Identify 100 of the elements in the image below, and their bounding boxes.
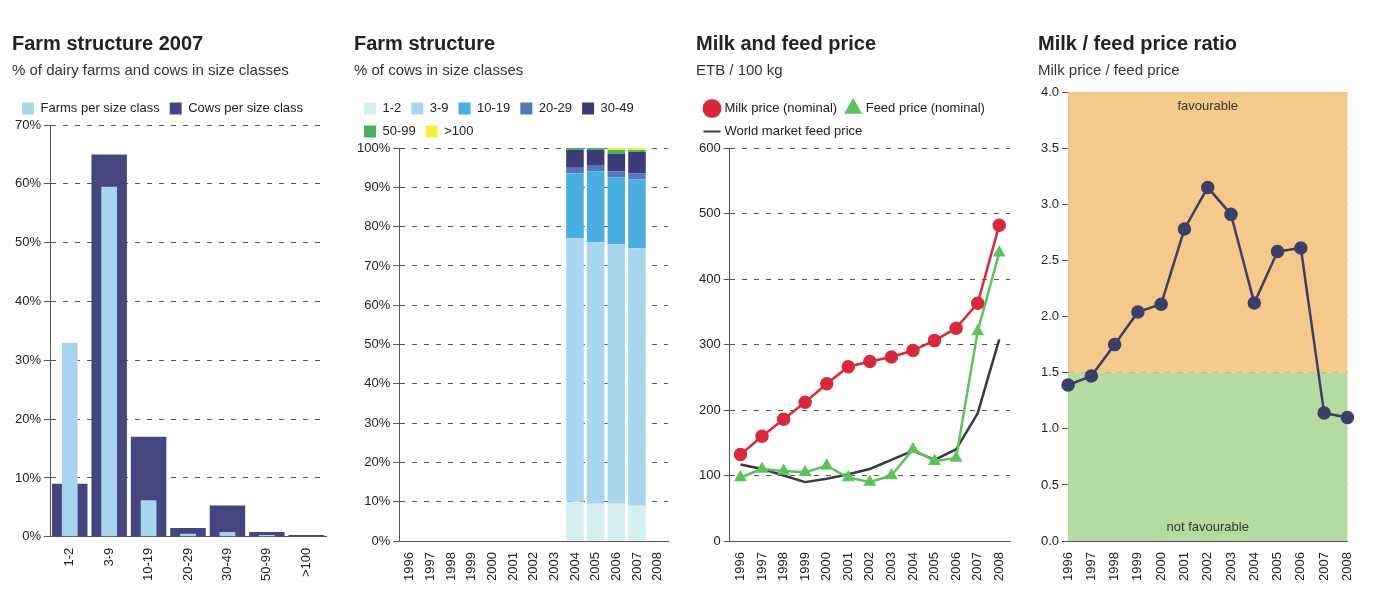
- bar: [170, 527, 206, 537]
- point: [1107, 337, 1122, 352]
- x-tick-label: 2003: [882, 552, 898, 581]
- point: [992, 218, 1006, 233]
- x-tick-label: 2005: [926, 552, 942, 581]
- chart-title: Milk / feed price ratio: [1038, 31, 1237, 54]
- bar: [586, 503, 605, 541]
- point: [1224, 207, 1238, 222]
- x-tick-label: 1999: [1129, 552, 1145, 581]
- bar: [61, 342, 78, 537]
- chart-title: Farm structure 2007: [12, 31, 204, 54]
- x-tick-label: 30-49: [219, 547, 235, 581]
- y-tick-label: 2.0: [1040, 308, 1060, 324]
- y-tick-label: 60%: [14, 175, 42, 191]
- point: [756, 462, 768, 473]
- y-tick-label: 40%: [14, 293, 42, 309]
- x-tick-label: 1997: [1082, 552, 1098, 581]
- legend-label: Feed price (nominal): [865, 100, 985, 116]
- bar: [586, 165, 605, 172]
- y-tick-label: 3.5: [1040, 139, 1060, 155]
- point: [1294, 241, 1308, 255]
- y-tick-label: 0%: [22, 528, 42, 544]
- x-tick-label: 2004: [1245, 552, 1261, 581]
- point: [863, 354, 877, 369]
- y-tick-label: 60%: [364, 296, 391, 312]
- bar: [586, 242, 605, 504]
- point: [1061, 378, 1075, 392]
- point: [1200, 180, 1215, 195]
- legend-label: 20-29: [538, 100, 573, 116]
- y-tick-label: 30%: [14, 351, 42, 367]
- x-tick-label: 50-99: [258, 547, 274, 581]
- y-tick-label: 300: [698, 336, 721, 352]
- x-tick-label: 1998: [1106, 552, 1122, 581]
- x-tick-label: 1998: [775, 552, 791, 581]
- point: [971, 324, 984, 336]
- x-tick-label: 2007: [628, 552, 644, 581]
- x-tick-label: >100: [297, 547, 313, 578]
- x-tick-label: 2006: [1292, 552, 1308, 581]
- y-tick-label: 50%: [14, 234, 42, 250]
- point: [1340, 410, 1355, 425]
- point: [1154, 297, 1168, 311]
- y-tick-label: 100%: [357, 139, 391, 155]
- point: [950, 451, 963, 462]
- point: [906, 343, 920, 358]
- point: [1131, 305, 1145, 319]
- x-tick-label: 1999: [463, 552, 479, 581]
- x-tick-label: 1998: [442, 552, 458, 581]
- x-tick-label: 2004: [904, 552, 920, 581]
- y-tick-label: 30%: [364, 414, 391, 430]
- bar: [628, 179, 646, 249]
- y-tick-label: 20%: [364, 454, 391, 470]
- x-tick-label: 2002: [861, 552, 877, 581]
- x-tick-label: 1996: [1059, 552, 1075, 581]
- x-tick-label: 2008: [1338, 552, 1354, 581]
- x-tick-label: 1-2: [61, 547, 77, 567]
- point: [1317, 406, 1331, 420]
- point: [820, 458, 833, 470]
- y-tick-label: 0%: [371, 532, 391, 548]
- x-tick-label: 20-29: [179, 547, 195, 581]
- x-tick-label: 2003: [545, 552, 561, 581]
- point: [842, 470, 855, 482]
- legend-label: 1-2: [382, 100, 402, 116]
- bar: [628, 248, 646, 506]
- point: [777, 464, 790, 475]
- point: [1247, 296, 1262, 310]
- y-tick-label: 10%: [364, 493, 391, 509]
- point: [863, 475, 876, 486]
- x-tick-label: 1996: [732, 552, 748, 581]
- x-tick-label: 2001: [504, 552, 520, 581]
- point: [884, 350, 899, 364]
- bar: [566, 501, 584, 541]
- bar: [566, 173, 584, 239]
- point: [993, 246, 1006, 257]
- x-tick-label: 2000: [483, 552, 499, 581]
- point: [927, 333, 942, 348]
- legend-label: 50-99: [382, 123, 416, 139]
- x-tick-label: 1997: [753, 552, 769, 581]
- x-tick-label: 1997: [421, 552, 437, 581]
- point: [798, 395, 812, 409]
- y-tick-label: 1.5: [1040, 364, 1060, 380]
- x-tick-label: 1999: [796, 552, 812, 581]
- chart-subtitle: Milk price / feed price: [1038, 61, 1180, 79]
- bar: [140, 500, 157, 537]
- bar: [586, 149, 605, 166]
- y-tick-label: 70%: [14, 116, 42, 132]
- y-tick-label: 2.5: [1040, 251, 1060, 267]
- x-tick-label: 1996: [401, 552, 417, 581]
- legend-label: Farms per size class: [40, 100, 161, 116]
- x-tick-label: 3-9: [100, 547, 116, 567]
- bar: [566, 167, 584, 174]
- band-label: favourable: [1177, 98, 1239, 113]
- x-tick-label: 2002: [525, 552, 541, 581]
- y-tick-label: 10%: [14, 469, 42, 485]
- y-tick-label: 0: [713, 532, 721, 548]
- point: [1177, 222, 1192, 236]
- bar: [628, 505, 646, 541]
- x-tick-label: 2003: [1222, 552, 1238, 581]
- bar: [607, 153, 626, 172]
- y-tick-label: 100: [698, 467, 721, 483]
- point: [1270, 244, 1285, 259]
